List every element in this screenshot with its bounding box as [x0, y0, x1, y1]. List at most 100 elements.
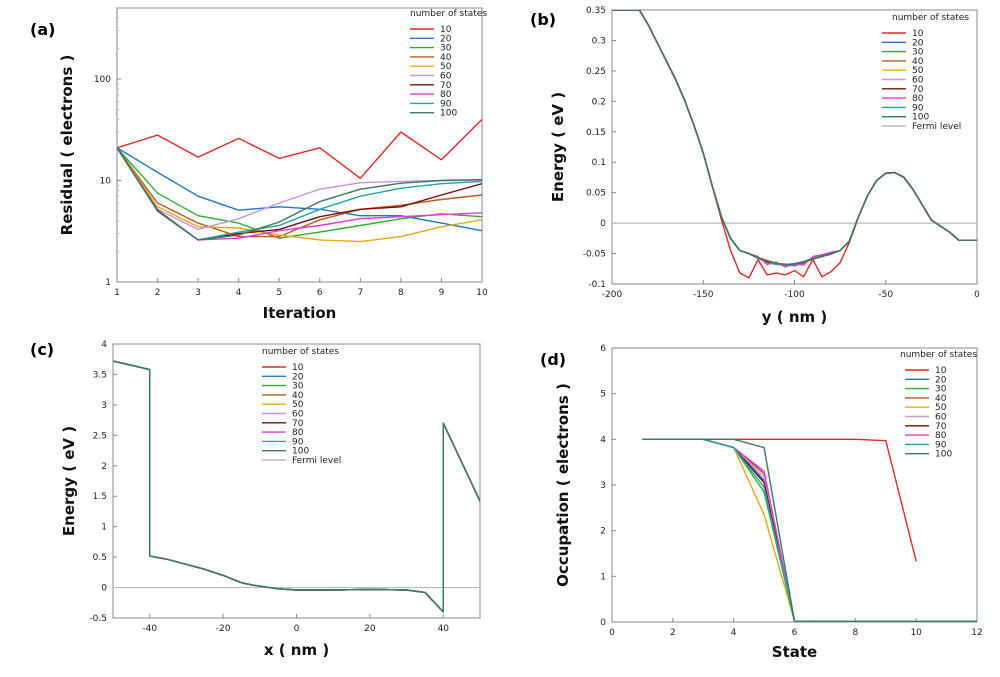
panel-label-a: (a)	[30, 20, 55, 39]
series-line-80	[642, 438, 977, 622]
y-tick-label: 4	[101, 340, 107, 350]
legend-label-40: 40	[935, 394, 947, 404]
legend-label-60: 60	[912, 76, 924, 86]
legend-label-30: 30	[440, 44, 452, 54]
y-tick-label: 1	[105, 278, 111, 288]
legend-label-60: 60	[440, 72, 452, 82]
y-axis-label: Residual ( electrons )	[58, 55, 76, 236]
y-tick-label: 2	[600, 527, 606, 537]
legend: number of states 102030405060708090100Fer…	[882, 13, 969, 132]
y-tick-label: 2.5	[93, 431, 107, 441]
y-tick-label: 0.1	[592, 158, 606, 168]
series-line-70	[642, 438, 977, 622]
y-tick-label: 6	[600, 344, 606, 354]
y-tick-label: 0.2	[592, 97, 606, 107]
chart-energy-x: -40 -20 0 20 40 -0.5 0 0.5 1 1.5 2 2.5 3 3.5 4 x ( nm )…	[60, 340, 481, 659]
y-tick-label: 2	[101, 462, 107, 472]
x-tick-label: 10	[476, 288, 488, 298]
y-tick-label: 0	[101, 584, 107, 594]
legend-title: number of states	[262, 347, 339, 357]
y-tick-label: 0.3	[592, 36, 606, 46]
y-tick-label: -0.5	[89, 614, 107, 624]
y-tick-label: 3.5	[93, 370, 107, 380]
legend-label-40: 40	[292, 391, 304, 401]
y-tick-label: -0.1	[588, 280, 606, 290]
x-tick-label: 4	[731, 628, 737, 638]
legend-label-90: 90	[440, 99, 452, 109]
legend-label-60: 60	[935, 413, 947, 423]
plot-area	[642, 438, 977, 622]
y-tick-label: 1	[101, 523, 107, 533]
series-line-100	[642, 438, 977, 622]
y-tick-label: 5	[600, 390, 606, 400]
legend-label-10: 10	[440, 25, 452, 35]
chart-energy-y: -200 -150 -100 -50 0 -0.1 -0.05 0 0.05 0.1 0.15 0.2…	[549, 6, 980, 326]
x-axis-label: State	[772, 643, 817, 661]
y-tick-label: 100	[94, 75, 111, 85]
legend-label-100: 100	[935, 450, 952, 460]
legend-label-90: 90	[292, 437, 304, 447]
panel-label-b: (b)	[530, 10, 556, 29]
x-tick-label: 8	[852, 628, 858, 638]
legend-label-80: 80	[292, 428, 304, 438]
y-tick-label: 0.35	[586, 6, 606, 16]
legend-label-50: 50	[935, 403, 947, 413]
legend-label-70: 70	[292, 419, 304, 429]
legend-label-50: 50	[440, 62, 452, 72]
series-line-100	[113, 360, 480, 613]
x-axis-label: x ( nm )	[264, 641, 329, 659]
legend-label-70: 70	[935, 422, 947, 432]
plot-area	[612, 10, 977, 279]
y-axis-label: Energy ( eV )	[60, 426, 78, 536]
x-tick-label: 0	[294, 624, 300, 634]
x-tick-label: 3	[195, 288, 201, 298]
plot-frame	[116, 7, 483, 283]
legend-label-30: 30	[292, 382, 304, 392]
legend-label-30: 30	[912, 48, 924, 58]
y-tick-label: 0.25	[586, 67, 606, 77]
x-tick-label: 6	[317, 288, 323, 298]
series-line-60	[117, 147, 482, 231]
x-tick-label: -200	[602, 290, 623, 300]
series-line-40	[642, 438, 977, 622]
panel-label-d: (d)	[540, 350, 566, 369]
legend-title: number of states	[892, 13, 969, 23]
x-tick-label: -100	[784, 290, 805, 300]
legend-label-90: 90	[912, 103, 924, 113]
legend-label-40: 40	[440, 53, 452, 63]
series-line-90	[117, 147, 482, 241]
y-tick-label: 0.15	[586, 128, 606, 138]
legend-label-20: 20	[440, 34, 452, 44]
x-tick-label: 1	[114, 288, 120, 298]
x-tick-label: -150	[693, 290, 714, 300]
x-tick-label: 6	[792, 628, 798, 638]
x-tick-label: 2	[670, 628, 676, 638]
legend-label-90: 90	[935, 440, 947, 450]
legend-label-40: 40	[912, 57, 924, 67]
y-tick-label: 1.5	[93, 492, 107, 502]
legend-label-80: 80	[912, 94, 924, 104]
legend-label-100: 100	[912, 113, 929, 123]
x-tick-label: -20	[216, 624, 231, 634]
legend-label-fermi: Fermi level	[912, 122, 961, 132]
y-tick-label: 1	[600, 572, 606, 582]
legend-label-100: 100	[292, 447, 309, 457]
plot-area	[113, 360, 480, 613]
x-tick-label: 20	[364, 624, 376, 634]
x-tick-label: 0	[974, 290, 980, 300]
x-axis-label: y ( nm )	[762, 308, 827, 326]
series-line-20	[642, 438, 977, 622]
x-tick-label: -40	[142, 624, 157, 634]
legend-label-60: 60	[292, 410, 304, 420]
legend-label-10: 10	[912, 29, 924, 39]
legend-label-50: 50	[292, 400, 304, 410]
series-line-20	[117, 147, 482, 232]
x-tick-label: 8	[398, 288, 404, 298]
x-tick-label: 9	[439, 288, 445, 298]
series-line-30	[117, 147, 482, 239]
legend-label-10: 10	[935, 366, 947, 376]
y-tick-label: -0.05	[583, 250, 606, 260]
